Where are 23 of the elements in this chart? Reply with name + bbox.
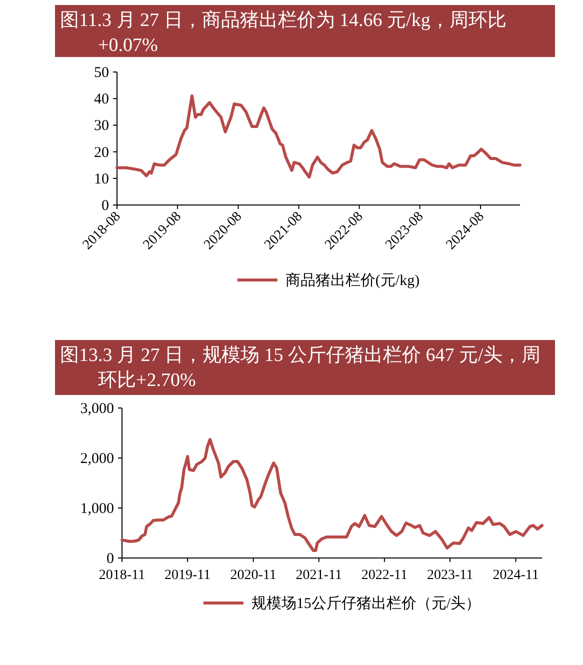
x-tick-label: 2018-11 bbox=[98, 568, 146, 583]
y-tick-label: 50 bbox=[94, 65, 109, 81]
y-tick-label: 2,000 bbox=[80, 451, 114, 467]
y-tick-label: 0 bbox=[106, 551, 114, 567]
y-tick-label: 10 bbox=[94, 171, 109, 188]
x-tick-label: 2022-11 bbox=[361, 568, 408, 583]
x-tick-label: 2023-11 bbox=[426, 568, 474, 583]
legend-label: 商品猪出栏价(元/kg) bbox=[285, 272, 420, 289]
x-tick-label: 2024-11 bbox=[492, 568, 539, 583]
y-tick-label: 30 bbox=[94, 118, 109, 134]
x-tick-label: 2020-11 bbox=[230, 568, 276, 583]
chart-title: 图11.3 月 27 日，商品猪出栏价为 14.66 元/kg，周环比+0.07% bbox=[60, 9, 506, 56]
y-tick-label: 20 bbox=[94, 144, 109, 161]
y-tick-label: 1,000 bbox=[80, 501, 114, 517]
y-tick-label: 40 bbox=[94, 92, 109, 108]
y-tick-label: 3,000 bbox=[80, 401, 114, 417]
legend-label: 规模场15公斤仔猪出栏价（元/头） bbox=[251, 595, 481, 612]
line-series bbox=[120, 438, 544, 552]
line-series bbox=[116, 94, 522, 179]
y-tick-label: 0 bbox=[102, 198, 109, 214]
chart-title: 图13.3 月 27 日，规模场 15 公斤仔猪出栏价 647 元/头，周环比+2.70% bbox=[60, 345, 540, 391]
x-tick-label: 2021-11 bbox=[296, 568, 342, 583]
x-tick-label: 2019-11 bbox=[164, 568, 211, 583]
